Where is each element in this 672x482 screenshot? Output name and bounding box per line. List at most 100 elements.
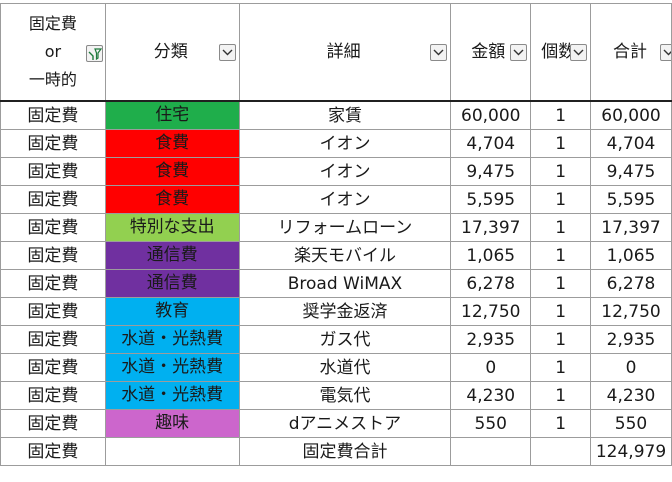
category-cell[interactable]: 水道・光熱費 bbox=[104, 381, 240, 410]
count-cell[interactable]: 1 bbox=[530, 325, 591, 354]
category-cell[interactable]: 特別な支出 bbox=[104, 213, 240, 242]
count-cell[interactable]: 1 bbox=[530, 353, 591, 382]
total-cell[interactable]: 5,595 bbox=[590, 185, 672, 214]
detail-cell[interactable]: Broad WiMAX bbox=[238, 269, 452, 298]
type-cell[interactable]: 固定費 bbox=[0, 129, 106, 158]
amount-cell[interactable]: 1,065 bbox=[450, 241, 532, 270]
count-cell[interactable]: 1 bbox=[530, 381, 591, 410]
summary-amount-cell[interactable] bbox=[450, 437, 532, 466]
type-cell[interactable]: 固定費 bbox=[0, 100, 106, 130]
category-label: 特別な支出 bbox=[129, 217, 215, 237]
total-cell[interactable]: 2,935 bbox=[590, 325, 672, 354]
chevron-down-icon bbox=[663, 49, 671, 56]
total-cell[interactable]: 4,230 bbox=[590, 381, 672, 410]
amount-cell[interactable]: 6,278 bbox=[450, 269, 532, 298]
type-cell[interactable]: 固定費 bbox=[0, 157, 106, 186]
detail-cell[interactable]: イオン bbox=[238, 185, 452, 214]
count-cell[interactable]: 1 bbox=[530, 185, 591, 214]
header-total-cell: 合計 bbox=[590, 3, 672, 102]
category-label: 水道・光熱費 bbox=[121, 357, 224, 377]
total-cell[interactable]: 0 bbox=[590, 353, 672, 382]
category-label: 食費 bbox=[155, 133, 190, 153]
total-cell[interactable]: 12,750 bbox=[590, 297, 672, 326]
filter-amount-button[interactable] bbox=[510, 44, 528, 61]
detail-cell[interactable]: 水道代 bbox=[238, 353, 452, 382]
type-cell[interactable]: 固定費 bbox=[0, 381, 106, 410]
amount-cell[interactable]: 12,750 bbox=[450, 297, 532, 326]
total-cell[interactable]: 9,475 bbox=[590, 157, 672, 186]
count-cell[interactable]: 1 bbox=[530, 213, 591, 242]
category-cell[interactable]: 通信費 bbox=[104, 269, 240, 298]
amount-cell[interactable]: 5,595 bbox=[450, 185, 532, 214]
type-cell[interactable]: 固定費 bbox=[0, 269, 106, 298]
total-cell[interactable]: 4,704 bbox=[590, 129, 672, 158]
count-cell[interactable]: 1 bbox=[530, 100, 591, 130]
count-cell[interactable]: 1 bbox=[530, 297, 591, 326]
count-cell[interactable]: 1 bbox=[530, 157, 591, 186]
category-cell[interactable]: 教育 bbox=[104, 297, 240, 326]
type-cell[interactable]: 固定費 bbox=[0, 213, 106, 242]
count-cell[interactable]: 1 bbox=[530, 409, 591, 438]
category-label: 水道・光熱費 bbox=[121, 329, 224, 349]
category-cell[interactable]: 食費 bbox=[104, 129, 240, 158]
count-cell[interactable]: 1 bbox=[530, 129, 591, 158]
summary-label-cell[interactable]: 固定費合計 bbox=[238, 437, 452, 466]
total-cell[interactable]: 6,278 bbox=[590, 269, 672, 298]
table-row: 固定費 特別な支出 リフォームローン 17,397 1 17,397 bbox=[0, 213, 672, 242]
type-cell[interactable]: 固定費 bbox=[0, 409, 106, 438]
header-type-line3: 一時的 bbox=[28, 70, 77, 89]
count-cell[interactable]: 1 bbox=[530, 269, 591, 298]
amount-cell[interactable]: 60,000 bbox=[450, 100, 532, 130]
summary-total-cell[interactable]: 124,979 bbox=[590, 437, 672, 466]
detail-cell[interactable]: 楽天モバイル bbox=[238, 241, 452, 270]
detail-cell[interactable]: 電気代 bbox=[238, 381, 452, 410]
category-cell[interactable]: 通信費 bbox=[104, 241, 240, 270]
amount-cell[interactable]: 4,230 bbox=[450, 381, 532, 410]
category-label: 通信費 bbox=[146, 273, 198, 293]
chevron-down-icon bbox=[573, 49, 584, 56]
total-cell[interactable]: 550 bbox=[590, 409, 672, 438]
filter-count-button[interactable] bbox=[570, 44, 587, 61]
filter-detail-button[interactable] bbox=[430, 44, 448, 61]
detail-cell[interactable]: イオン bbox=[238, 129, 452, 158]
type-cell[interactable]: 固定費 bbox=[0, 325, 106, 354]
detail-cell[interactable]: リフォームローン bbox=[238, 213, 452, 242]
total-cell[interactable]: 17,397 bbox=[590, 213, 672, 242]
filter-category-button[interactable] bbox=[218, 44, 236, 61]
amount-cell[interactable]: 2,935 bbox=[450, 325, 532, 354]
category-label: 水道・光熱費 bbox=[121, 385, 224, 405]
category-cell[interactable]: 水道・光熱費 bbox=[104, 325, 240, 354]
total-cell[interactable]: 60,000 bbox=[590, 100, 672, 130]
category-cell[interactable]: 水道・光熱費 bbox=[104, 353, 240, 382]
category-cell[interactable]: 住宅 bbox=[104, 100, 240, 130]
detail-cell[interactable]: ガス代 bbox=[238, 325, 452, 354]
amount-cell[interactable]: 17,397 bbox=[450, 213, 532, 242]
table-row: 固定費 住宅 家賃 60,000 1 60,000 bbox=[0, 100, 672, 130]
amount-cell[interactable]: 9,475 bbox=[450, 157, 532, 186]
type-cell[interactable]: 固定費 bbox=[0, 185, 106, 214]
detail-cell[interactable]: イオン bbox=[238, 157, 452, 186]
table-row: 固定費 食費 イオン 9,475 1 9,475 bbox=[0, 157, 672, 186]
detail-cell[interactable]: 家賃 bbox=[238, 100, 452, 130]
chevron-down-icon bbox=[433, 49, 444, 56]
detail-cell[interactable]: 奨学金返済 bbox=[238, 297, 452, 326]
summary-count-cell[interactable] bbox=[530, 437, 591, 466]
summary-type-cell[interactable]: 固定費 bbox=[0, 437, 106, 466]
type-cell[interactable]: 固定費 bbox=[0, 353, 106, 382]
filter-active-button[interactable] bbox=[85, 45, 103, 62]
header-category-cell: 分類 bbox=[104, 3, 240, 102]
header-amount-cell: 金額 bbox=[450, 3, 532, 102]
amount-cell[interactable]: 550 bbox=[450, 409, 532, 438]
type-cell[interactable]: 固定費 bbox=[0, 297, 106, 326]
type-cell[interactable]: 固定費 bbox=[0, 241, 106, 270]
count-cell[interactable]: 1 bbox=[530, 241, 591, 270]
amount-cell[interactable]: 4,704 bbox=[450, 129, 532, 158]
category-cell[interactable]: 食費 bbox=[104, 185, 240, 214]
amount-cell[interactable]: 0 bbox=[450, 353, 532, 382]
summary-category-cell[interactable] bbox=[104, 437, 240, 466]
category-cell[interactable]: 食費 bbox=[104, 157, 240, 186]
detail-cell[interactable]: dアニメストア bbox=[238, 409, 452, 438]
filter-total-button[interactable] bbox=[660, 44, 671, 61]
category-cell[interactable]: 趣味 bbox=[104, 409, 240, 438]
total-cell[interactable]: 1,065 bbox=[590, 241, 672, 270]
